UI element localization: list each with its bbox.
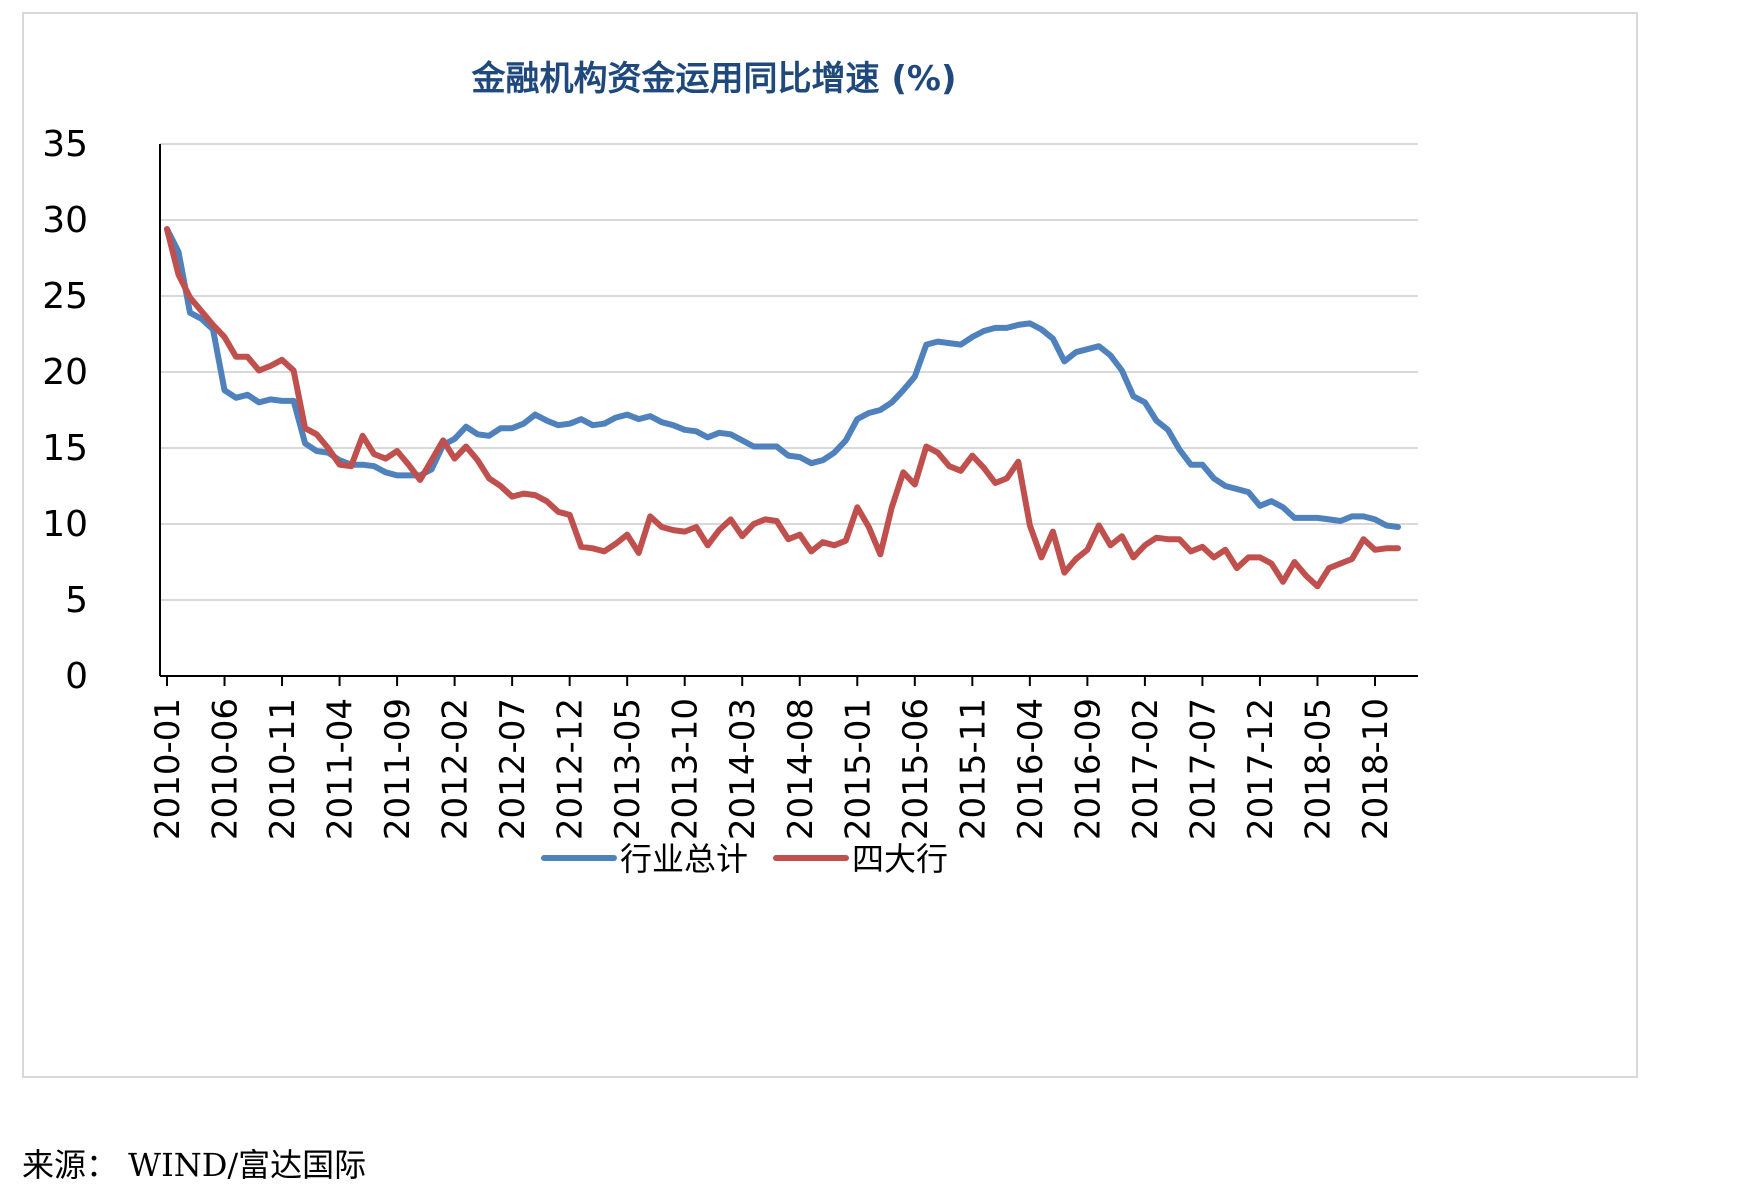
x-tick-label: 2010-01	[148, 698, 188, 840]
x-axis: 2010-01 2010-06 2010-11 2011-04 2011-09 2012-…	[148, 675, 1418, 840]
x-tick-label: 2011-04	[321, 698, 361, 840]
series-line-1	[164, 226, 1401, 530]
y-tick-label: 5	[65, 580, 88, 621]
x-tick-label: 2016-04	[1011, 698, 1051, 840]
x-tick-label: 2010-11	[263, 698, 303, 840]
x-tick-label: 2012-12	[551, 698, 591, 840]
y-axis: 0 5 10 15 20 25 30 35	[42, 124, 161, 697]
y-tick-label: 0	[65, 656, 88, 697]
x-tick-label: 2012-02	[436, 698, 476, 840]
series-line-2	[164, 226, 1401, 590]
gridlines	[160, 143, 1418, 601]
y-tick-label: 15	[42, 428, 88, 469]
y-tick-label: 35	[42, 124, 88, 165]
y-tick-label: 10	[42, 504, 88, 545]
x-tick-label: 2017-07	[1183, 698, 1223, 840]
x-tick-label: 2017-12	[1241, 698, 1281, 840]
x-tick-label: 2013-10	[666, 698, 706, 840]
x-tick-label: 2010-06	[206, 698, 246, 840]
x-tick-label: 2013-05	[608, 698, 648, 840]
legend-label-1: 行业总计	[620, 840, 748, 878]
x-tick-label: 2016-09	[1068, 698, 1108, 840]
legend-label-2: 四大行	[852, 840, 948, 878]
x-tick-label: 2017-02	[1126, 698, 1166, 840]
x-tick-label: 2014-08	[781, 698, 821, 840]
y-tick-label: 25	[42, 276, 88, 317]
data-series	[164, 226, 1401, 590]
x-tick-label: 2018-05	[1298, 698, 1338, 840]
x-tick-label: 2012-07	[493, 698, 533, 840]
chart-title: 金融机构资金运用同比增速 (%)	[471, 59, 957, 99]
x-tick-label: 2015-06	[896, 698, 936, 840]
y-tick-label: 20	[42, 352, 88, 393]
source-note: 来源： WIND/富达国际	[22, 1146, 367, 1184]
legend: 行业总计 四大行	[541, 840, 948, 878]
x-tick-label: 2011-09	[378, 698, 418, 840]
x-tick-label: 2015-11	[953, 698, 993, 840]
x-tick-label: 2014-03	[723, 698, 763, 840]
x-tick-label: 2018-10	[1356, 698, 1396, 840]
x-tick-label: 2015-01	[838, 698, 878, 840]
chart-frame: 金融机构资金运用同比增速 (%) 0 5 10 15 20 25 30 35 2010-01 2…	[22, 12, 1638, 1078]
y-tick-label: 30	[42, 200, 88, 241]
